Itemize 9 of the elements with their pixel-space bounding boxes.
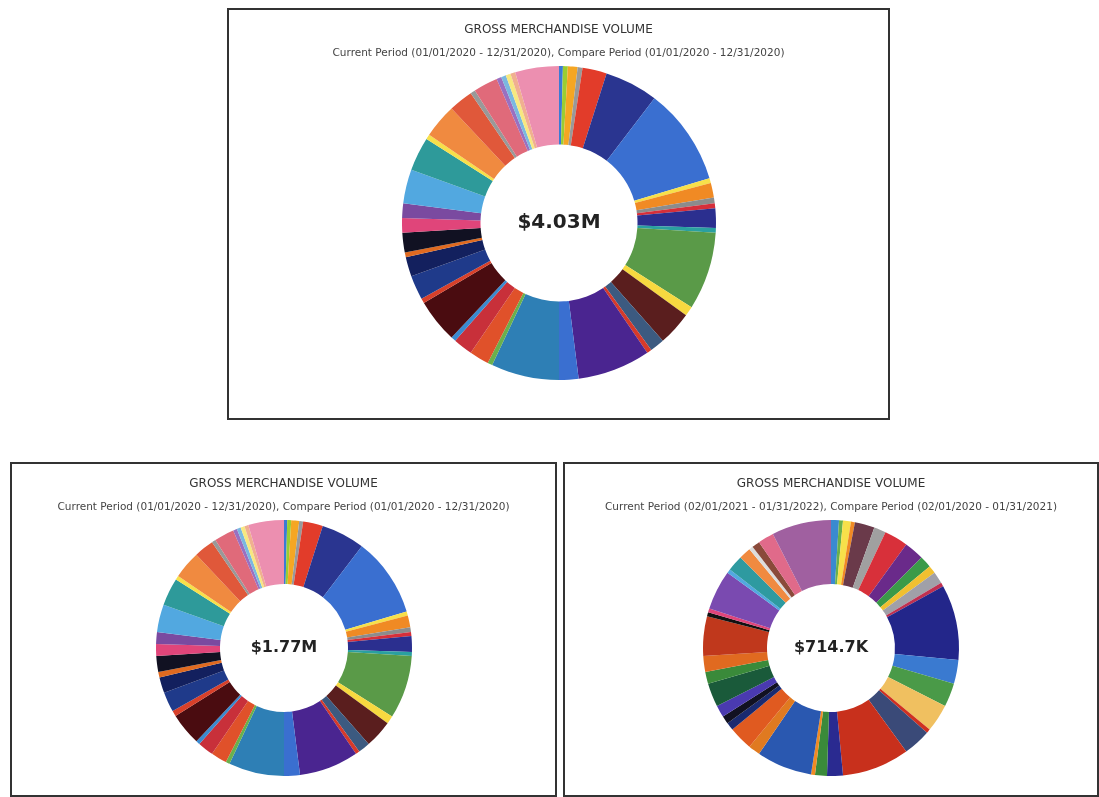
chart-title: GROSS MERCHANDISE VOLUME xyxy=(188,476,379,490)
chart-title: GROSS MERCHANDISE VOLUME xyxy=(463,22,654,36)
text: $714.7K xyxy=(793,637,869,657)
text: $1.77M xyxy=(250,637,317,657)
chart-subtitle: Current Period (01/01/2020 - 12/31/2020), Compare Period (01/01/2020 - 12/31/2020) xyxy=(331,46,786,58)
chart-title: GROSS MERCHANDISE VOLUME xyxy=(735,476,927,490)
chart-subtitle: Current Period (02/01/2021 - 01/31/2022), Compare Period (02/01/2020 - 01/31/2021) xyxy=(604,500,1058,512)
chart-subtitle: Current Period (01/01/2020 - 12/31/2020), Compare Period (01/01/2020 - 12/31/2020) xyxy=(56,500,511,512)
text: $4.03M xyxy=(516,209,601,234)
